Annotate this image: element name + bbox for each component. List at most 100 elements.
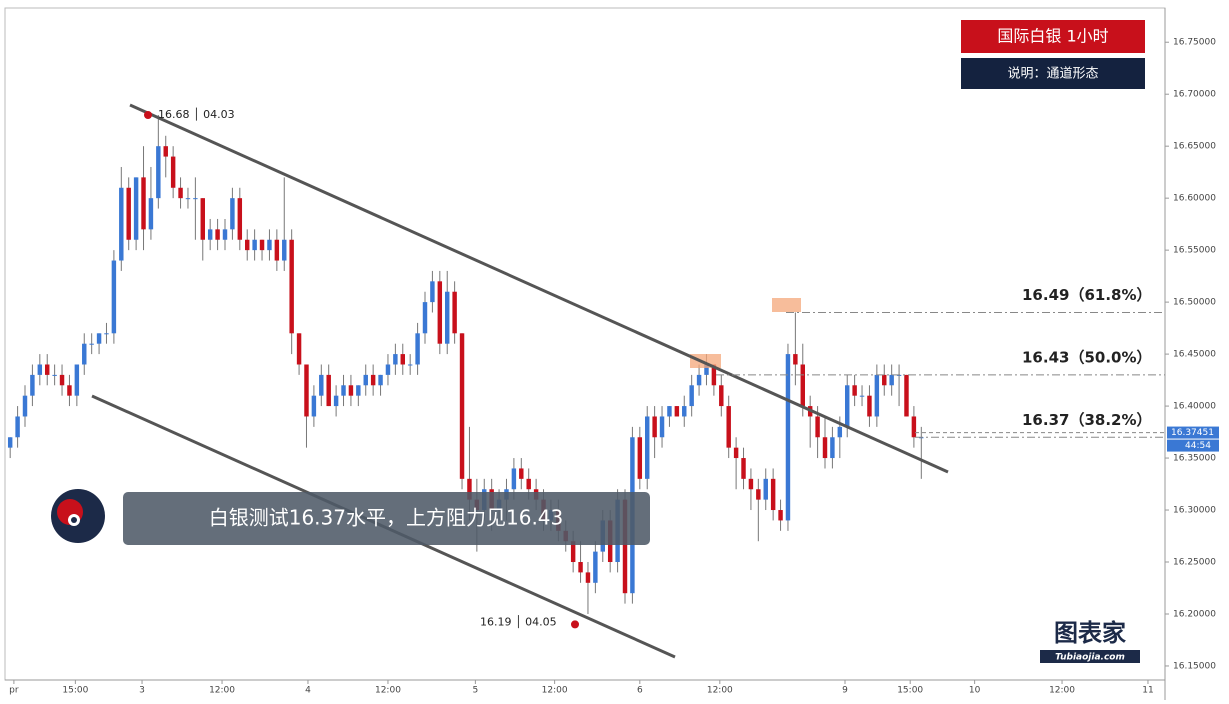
candle-body	[52, 374, 57, 376]
plot-frame	[4, 7, 1166, 681]
candle-body	[119, 187, 124, 261]
last-price-label: 16.37451	[1171, 428, 1214, 438]
y-tick-label: 16.25000	[1173, 558, 1216, 568]
candle-body	[711, 364, 717, 386]
x-tick-label: 5	[473, 686, 479, 696]
candle-body	[726, 406, 731, 448]
candle-body	[882, 374, 887, 386]
countdown-label: 44:54	[1185, 441, 1211, 451]
candle-body	[326, 374, 331, 407]
candle-body	[445, 291, 450, 344]
candle-body	[259, 239, 265, 251]
candle-body	[452, 291, 457, 334]
y-tick-label: 16.55000	[1173, 246, 1216, 256]
y-tick-label: 16.65000	[1173, 142, 1216, 152]
candle-body	[719, 385, 724, 407]
last-price-tag	[1167, 426, 1219, 439]
x-tick-label: 10	[969, 686, 981, 696]
fib-label: 16.49（61.8%）	[1022, 286, 1152, 304]
candle-body	[267, 239, 272, 251]
candle-body	[385, 364, 391, 375]
extreme-point	[571, 620, 579, 629]
candle-body	[178, 187, 183, 199]
candle-body	[22, 395, 28, 417]
x-tick-label: 6	[637, 686, 643, 696]
candle-body	[215, 229, 220, 240]
candle-body	[133, 177, 139, 240]
y-tick-label: 16.50000	[1173, 298, 1216, 308]
candle-body	[778, 510, 783, 521]
candle-body	[430, 281, 435, 303]
y-tick-label: 16.30000	[1173, 506, 1216, 516]
candle-body	[578, 562, 583, 573]
candle-body	[415, 333, 420, 365]
x-tick-label: 3	[139, 686, 145, 696]
x-tick-label: 12:00	[1049, 686, 1075, 696]
candle-body	[793, 354, 798, 365]
candle-body	[422, 302, 428, 334]
candle-body	[274, 239, 280, 261]
countdown-tag	[1167, 439, 1219, 452]
candle-body	[637, 437, 643, 479]
candle-body	[511, 468, 517, 490]
candle-body	[748, 478, 754, 490]
candle-body	[815, 416, 820, 438]
candle-body	[96, 333, 102, 344]
x-tick-label: pr	[9, 686, 19, 696]
candle-body	[867, 395, 872, 417]
logo-band	[1040, 650, 1140, 663]
candle-body	[526, 478, 531, 490]
headline-box	[123, 492, 650, 545]
candle-body	[45, 364, 50, 375]
x-tick-label: 12:00	[542, 686, 568, 696]
candle-body	[904, 374, 909, 417]
candle-body	[89, 343, 94, 345]
candle-body	[822, 437, 828, 459]
candle-body	[785, 354, 791, 521]
candle-body	[689, 385, 694, 407]
logo-name: 图表家	[1054, 619, 1126, 647]
title-box	[961, 20, 1145, 53]
candle-body	[148, 198, 154, 230]
chart-subtitle: 说明：通道形态	[1007, 67, 1098, 82]
candle-body	[200, 198, 205, 240]
candle-body	[304, 364, 309, 417]
candle-body	[30, 374, 35, 396]
candle-body	[74, 364, 80, 396]
y-tick-label: 16.60000	[1173, 194, 1216, 204]
candle-body	[141, 177, 146, 230]
candle-body	[407, 364, 413, 366]
candle-body	[763, 478, 768, 500]
candle-body	[7, 437, 13, 448]
candle-body	[645, 416, 650, 479]
candle-body	[193, 198, 198, 200]
candle-body	[696, 374, 702, 386]
candle-body	[837, 426, 843, 438]
candle-body	[237, 198, 243, 240]
candle-body	[400, 354, 405, 365]
candle-body	[170, 156, 176, 188]
candle-body	[585, 572, 591, 583]
candle-body	[341, 385, 346, 396]
candle-body	[356, 385, 361, 396]
extreme-label: 16.19 │ 04.05	[480, 614, 557, 628]
candle-body	[245, 239, 250, 251]
y-tick-label: 16.20000	[1173, 609, 1216, 619]
y-tick-label: 16.70000	[1173, 90, 1216, 100]
candle-body	[467, 478, 472, 500]
brand-icon	[51, 489, 105, 543]
x-tick-label: 11	[1142, 686, 1153, 696]
candle-body	[459, 333, 465, 479]
candle-body	[163, 146, 168, 157]
candle-body	[674, 406, 680, 417]
candle-body	[67, 385, 72, 396]
candle-body	[622, 499, 628, 594]
candle-body	[282, 239, 287, 261]
x-tick-label: 12:00	[375, 686, 401, 696]
y-tick-label: 16.45000	[1173, 350, 1216, 360]
candle-body	[230, 198, 235, 230]
y-tick-label: 16.15000	[1173, 661, 1216, 671]
candle-body	[659, 416, 665, 438]
candle-body	[911, 416, 917, 438]
